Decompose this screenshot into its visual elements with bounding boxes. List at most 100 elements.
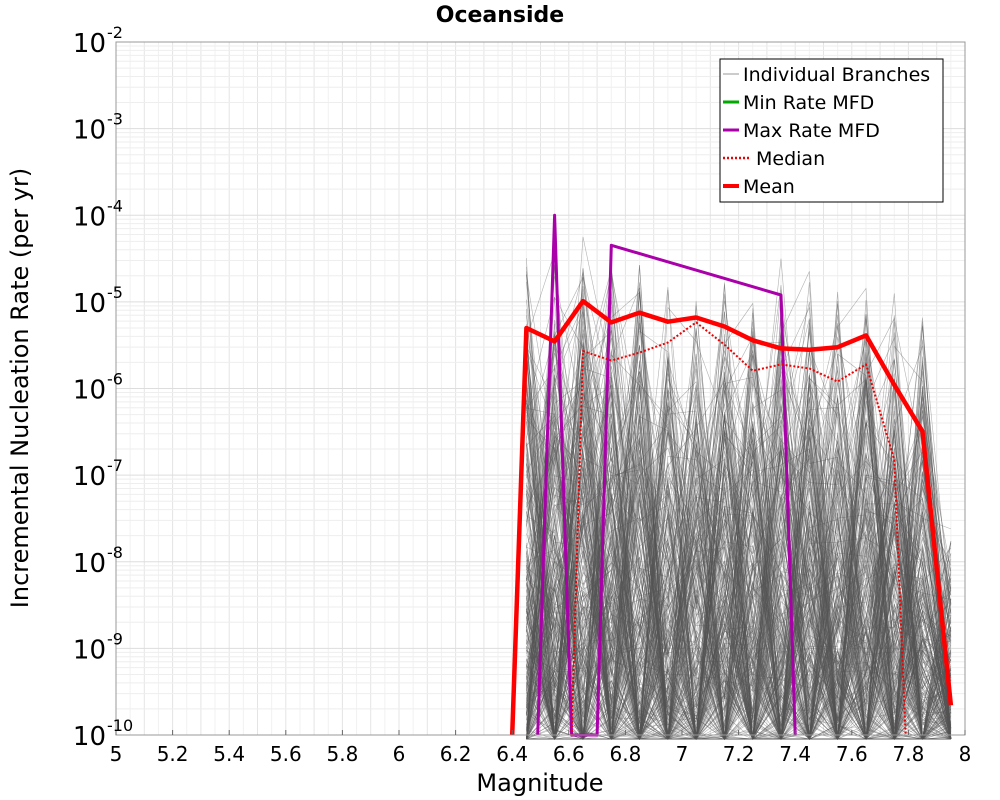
branch-line [526,341,951,741]
y-tick-label: 10 [73,635,106,665]
branch-line [526,396,951,740]
branch-line [526,468,952,740]
branch-line [526,323,951,740]
branch-line [526,290,952,740]
branch-line [526,345,952,740]
branch-line [526,357,952,741]
branch-line [526,377,952,740]
y-tick-exponent: -4 [107,196,123,215]
legend-label-median: Median [756,148,825,170]
branch-line [526,258,952,740]
branch-line [526,329,951,740]
branch-line [526,268,952,741]
branch-line [526,318,952,740]
branch-line [526,316,951,740]
branch-line [526,364,952,740]
branch-line [526,315,952,740]
branch-line [526,412,952,740]
legend-label-min: Min Rate MFD [743,92,874,114]
branch-line [526,383,952,741]
branch-line [526,367,952,740]
branch-line [526,337,952,740]
branch-line [526,306,951,740]
branch-line [526,401,952,740]
branch-line [526,373,952,740]
individual-branches [526,236,952,741]
x-tick-label: 7.2 [723,742,755,766]
branch-line [526,274,951,740]
branch-line [526,393,952,740]
x-axis-ticks: 5 5.2 5.4 5.6 5.8 6 6.2 6.4 6.6 6.8 7 7.2 7.4 7.6 7.8 8 [110,730,971,766]
branch-line [526,400,952,740]
branch-line [526,444,952,740]
branch-line [526,381,951,740]
branch-line [526,264,952,741]
branch-line [526,236,952,741]
branch-line [526,323,952,740]
legend-label-max: Max Rate MFD [743,120,880,142]
branch-line [526,273,952,740]
branch-line [526,330,952,740]
branch-line [526,564,952,740]
branch-line [526,484,952,740]
branch-line [526,311,951,740]
branch-line [526,389,952,740]
branch-line [526,282,952,740]
branch-line [526,378,952,740]
branch-line [526,296,951,740]
branch-line [526,350,952,741]
branch-line [526,355,952,741]
branch-line [526,306,951,740]
branch-line [526,405,952,740]
branch-line [526,339,951,740]
branch-line [526,417,952,740]
branch-line [526,517,952,740]
x-tick-label: 6.4 [496,742,528,766]
branch-line [526,302,952,740]
branch-line [526,410,952,740]
branch-line [526,419,951,740]
y-tick-label: 10 [73,722,106,752]
branch-line [526,337,951,740]
branch-line [526,406,952,740]
branch-line [526,384,952,740]
branch-line [526,287,952,740]
branch-line [526,339,952,740]
branch-line [526,424,952,740]
branch-line [526,464,952,740]
branch-line [526,292,952,740]
branch-line [526,348,951,740]
branch-line [526,412,952,740]
branch-line [526,305,952,740]
branch-line [526,406,952,740]
branch-line [526,292,951,741]
branch-line [526,353,952,740]
branch-line [526,349,952,740]
x-axis-label: Magnitude [476,769,603,797]
branch-line [526,272,952,740]
branch-line [526,353,951,740]
branch-line [526,319,952,740]
branch-line [526,344,952,740]
y-tick-label: 10 [73,462,106,492]
branch-line [526,268,951,740]
branch-line [526,360,952,740]
branch-line [526,310,952,740]
branch-line [526,287,952,740]
branch-line [526,333,951,740]
branch-line [526,359,951,740]
branch-line [526,352,951,740]
branch-line [526,440,952,740]
legend-box [719,58,944,203]
branch-line [526,346,952,740]
branch-line [526,353,952,741]
x-tick-label: 7.4 [779,742,811,766]
branch-line [526,289,951,740]
branch-line [526,372,952,740]
branch-line [526,430,952,740]
branch-line [526,366,952,741]
x-tick-label: 6 [393,742,406,766]
branch-line [526,418,952,740]
branch-line [526,429,951,740]
